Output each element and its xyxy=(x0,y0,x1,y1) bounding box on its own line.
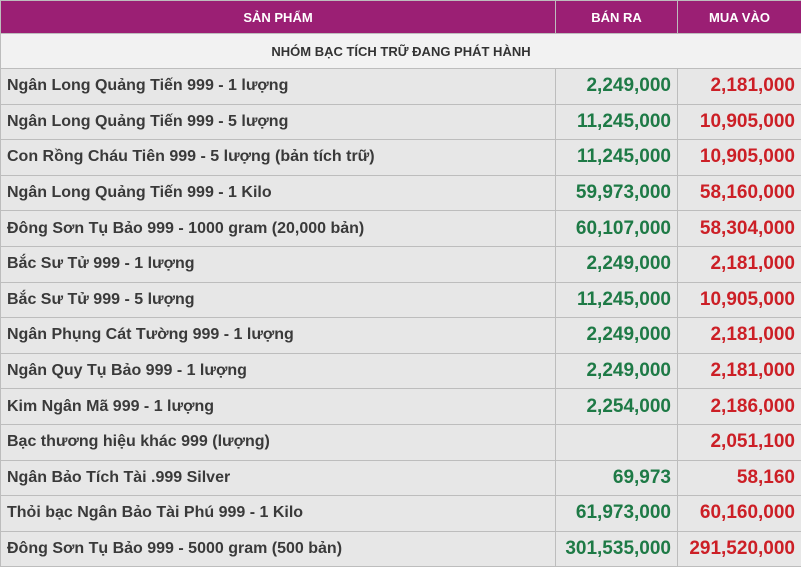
product-name-cell: Đông Sơn Tụ Bảo 999 - 1000 gram (20,000 … xyxy=(0,210,556,247)
buy-price-cell: 2,181,000 xyxy=(677,245,801,283)
buy-price-cell: 291,520,000 xyxy=(677,530,801,567)
sell-price-cell: 11,245,000 xyxy=(555,139,678,176)
buy-price-cell: 60,160,000 xyxy=(677,495,801,532)
table-row: Con Rồng Cháu Tiên 999 - 5 lượng (bản tí… xyxy=(0,139,801,176)
product-name-cell: Ngân Long Quảng Tiến 999 - 1 lượng xyxy=(0,68,556,105)
buy-price-cell: 2,186,000 xyxy=(677,388,801,425)
sell-price-cell: 301,535,000 xyxy=(555,530,678,567)
sell-price-cell: 2,249,000 xyxy=(555,68,678,105)
sell-price-cell: 69,973 xyxy=(555,459,678,497)
table-row: Đông Sơn Tụ Bảo 999 - 1000 gram (20,000 … xyxy=(0,210,801,247)
table-row: Kim Ngân Mã 999 - 1 lượng 2,254,000 2,186,… xyxy=(0,388,801,425)
product-name-cell: Ngân Long Quảng Tiến 999 - 5 lượng xyxy=(0,103,556,141)
buy-price-cell: 2,181,000 xyxy=(677,352,801,390)
buy-price-cell: 10,905,000 xyxy=(677,139,801,176)
sell-price-cell: 2,249,000 xyxy=(555,352,678,390)
table-row: Bắc Sư Tử 999 - 5 lượng 11,245,000 10,905,… xyxy=(0,281,801,319)
table-row: Ngân Long Quảng Tiến 999 - 5 lượng 11,245… xyxy=(0,103,801,141)
column-header-buy: MUA VÀO xyxy=(677,0,801,34)
table-row: Bắc Sư Tử 999 - 1 lượng 2,249,000 2,181,00… xyxy=(0,245,801,283)
table-row: Ngân Long Quảng Tiến 999 - 1 lượng 2,249,… xyxy=(0,68,801,105)
table-row: Ngân Long Quảng Tiến 999 - 1 Kilo 59,973,… xyxy=(0,174,801,212)
group-header-row: NHÓM BẠC TÍCH TRỮ ĐANG PHÁT HÀNH xyxy=(0,33,801,69)
buy-price-cell: 2,051,100 xyxy=(677,423,801,461)
product-name-cell: Ngân Quy Tụ Bảo 999 - 1 lượng xyxy=(0,352,556,390)
sell-price-cell: 60,107,000 xyxy=(555,210,678,247)
product-name-cell: Ngân Bảo Tích Tài .999 Silver xyxy=(0,459,556,497)
product-name-cell: Kim Ngân Mã 999 - 1 lượng xyxy=(0,388,556,425)
buy-price-cell: 10,905,000 xyxy=(677,103,801,141)
product-name-cell: Thỏi bạc Ngân Bảo Tài Phú 999 - 1 Kilo xyxy=(0,495,556,532)
sell-price-cell: 11,245,000 xyxy=(555,281,678,319)
product-name-cell: Ngân Long Quảng Tiến 999 - 1 Kilo xyxy=(0,174,556,212)
sell-price-cell: 2,254,000 xyxy=(555,388,678,425)
buy-price-cell: 2,181,000 xyxy=(677,317,801,354)
sell-price-cell: 2,249,000 xyxy=(555,245,678,283)
buy-price-cell: 58,160 xyxy=(677,459,801,497)
sell-price-cell: 59,973,000 xyxy=(555,174,678,212)
buy-price-cell: 58,160,000 xyxy=(677,174,801,212)
table-row: Ngân Quy Tụ Bảo 999 - 1 lượng 2,249,000 2,… xyxy=(0,352,801,390)
product-name-cell: Bắc Sư Tử 999 - 1 lượng xyxy=(0,245,556,283)
product-name-cell: Bạc thương hiệu khác 999 (lượng) xyxy=(0,423,556,461)
product-name-cell: Bắc Sư Tử 999 - 5 lượng xyxy=(0,281,556,319)
product-name-cell: Đông Sơn Tụ Bảo 999 - 5000 gram (500 bản… xyxy=(0,530,556,567)
column-header-sell: BÁN RA xyxy=(555,0,678,34)
table-header-row: SẢN PHẨM BÁN RA MUA VÀO xyxy=(0,0,801,34)
column-header-product: SẢN PHẨM xyxy=(0,0,556,34)
table-row: Ngân Phụng Cát Tường 999 - 1 lượng 2,249,… xyxy=(0,317,801,354)
sell-price-cell xyxy=(555,423,678,461)
product-name-cell: Ngân Phụng Cát Tường 999 - 1 lượng xyxy=(0,317,556,354)
buy-price-cell: 10,905,000 xyxy=(677,281,801,319)
table-row: Bạc thương hiệu khác 999 (lượng) 2,051,10… xyxy=(0,423,801,461)
buy-price-cell: 58,304,000 xyxy=(677,210,801,247)
product-name-cell: Con Rồng Cháu Tiên 999 - 5 lượng (bản tí… xyxy=(0,139,556,176)
group-title: NHÓM BẠC TÍCH TRỮ ĐANG PHÁT HÀNH xyxy=(0,33,801,69)
buy-price-cell: 2,181,000 xyxy=(677,68,801,105)
table-row: Ngân Bảo Tích Tài .999 Silver 69,973 58,16… xyxy=(0,459,801,497)
sell-price-cell: 11,245,000 xyxy=(555,103,678,141)
sell-price-cell: 61,973,000 xyxy=(555,495,678,532)
table-row: Đông Sơn Tụ Bảo 999 - 5000 gram (500 bản… xyxy=(0,530,801,567)
sell-price-cell: 2,249,000 xyxy=(555,317,678,354)
table-row: Thỏi bạc Ngân Bảo Tài Phú 999 - 1 Kilo 61… xyxy=(0,495,801,532)
